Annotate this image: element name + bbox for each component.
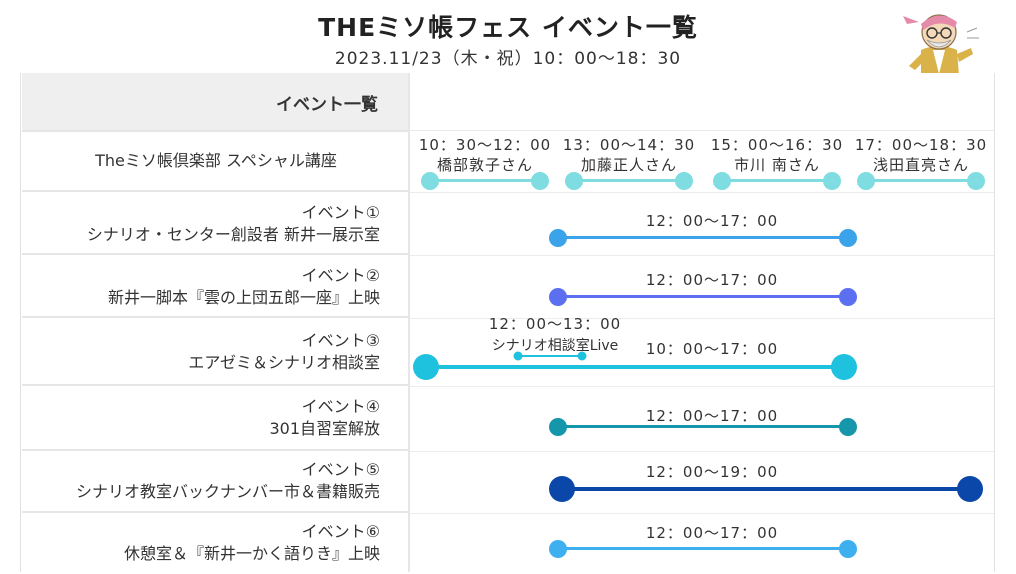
event-bar xyxy=(558,547,848,550)
event-name: 新井一脚本『雲の上団五郎一座』上映 xyxy=(107,288,380,307)
event-label-column: イベント一覧 Theミソ帳倶楽部 スペシャル講座 イベント① シナリオ・センター… xyxy=(22,73,410,574)
row-divider xyxy=(410,255,994,256)
event-start-dot xyxy=(413,354,439,380)
sub-session-start-dot xyxy=(513,351,523,361)
event-end-dot xyxy=(839,287,857,306)
table-header-label: イベント一覧 xyxy=(276,95,378,115)
event-end-dot xyxy=(831,354,857,380)
event-time: 12：00〜17：00 xyxy=(645,271,779,289)
event-name: シナリオ・センター創設者 新井一展示室 xyxy=(86,225,380,244)
session-start-dot xyxy=(713,171,731,190)
event-bar xyxy=(426,365,844,369)
event-number: イベント④ xyxy=(301,397,380,416)
session-speaker: 橋部敦子さん xyxy=(436,156,534,174)
event-number: イベント⑥ xyxy=(301,522,380,541)
session-start-dot xyxy=(421,171,439,190)
event-row-label: イベント② 新井一脚本『雲の上団五郎一座』上映 xyxy=(22,253,410,318)
event-start-dot xyxy=(549,417,567,436)
event-bar xyxy=(558,295,848,298)
event-number: イベント③ xyxy=(301,331,380,350)
session-bar xyxy=(574,179,684,182)
event-number: イベント⑤ xyxy=(301,460,380,479)
session-speaker: 加藤正人さん xyxy=(580,156,678,174)
event-start-dot xyxy=(549,287,567,306)
event-end-dot xyxy=(957,476,983,502)
sub-session-time: 12：00〜13：00 xyxy=(488,315,622,333)
event-time: 12：00〜17：00 xyxy=(645,407,779,425)
event-start-dot xyxy=(549,539,567,558)
special-lecture-label: Theミソ帳倶楽部 スペシャル講座 xyxy=(95,151,337,170)
session-end-dot xyxy=(823,171,841,190)
session-time: 13：00〜14：30 xyxy=(562,136,696,154)
row-divider xyxy=(410,451,994,452)
sub-session-label: シナリオ相談室Live xyxy=(491,338,619,354)
event-time: 12：00〜17：00 xyxy=(645,524,779,542)
column-divider xyxy=(408,73,410,572)
event-bar xyxy=(558,425,848,428)
event-row-label: イベント③ エアゼミ＆シナリオ相談室 xyxy=(22,316,410,386)
session-time: 10：30〜12：00 xyxy=(418,136,552,154)
session-start-dot xyxy=(565,171,583,190)
event-time: 12：00〜17：00 xyxy=(645,212,779,230)
session-start-dot xyxy=(857,171,875,190)
session-bar xyxy=(722,179,832,182)
event-bar xyxy=(562,487,970,491)
session-end-dot xyxy=(675,171,693,190)
session-end-dot xyxy=(531,171,549,190)
session-speaker: 浅田直亮さん xyxy=(872,156,970,174)
session-bar xyxy=(430,179,540,182)
event-number: イベント① xyxy=(301,203,380,222)
event-time: 10：00〜17：00 xyxy=(645,340,779,358)
session-bar xyxy=(866,179,976,182)
session-time: 15：00〜16：30 xyxy=(710,136,844,154)
table-header-cell: イベント一覧 xyxy=(22,73,410,130)
special-lecture-row-label: Theミソ帳倶楽部 スペシャル講座 xyxy=(22,130,410,192)
sub-session-bar xyxy=(518,355,582,357)
event-start-dot xyxy=(549,228,567,247)
event-end-dot xyxy=(839,539,857,558)
event-name: 301自習室解放 xyxy=(269,419,380,438)
event-bar xyxy=(558,236,848,239)
session-end-dot xyxy=(967,171,985,190)
session-speaker: 市川 南さん xyxy=(734,156,820,174)
event-row-label: イベント⑤ シナリオ教室バックナンバー市＆書籍販売 xyxy=(22,449,410,513)
row-divider xyxy=(410,386,994,387)
event-name: シナリオ教室バックナンバー市＆書籍販売 xyxy=(75,482,380,501)
event-time: 12：00〜19：00 xyxy=(645,463,779,481)
sub-session-end-dot xyxy=(577,351,587,361)
event-end-dot xyxy=(839,417,857,436)
event-end-dot xyxy=(839,228,857,247)
row-divider xyxy=(410,192,994,193)
event-row-label: イベント① シナリオ・センター創設者 新井一展示室 xyxy=(22,190,410,255)
session-time: 17：00〜18：30 xyxy=(854,136,988,154)
event-name: エアゼミ＆シナリオ相談室 xyxy=(188,353,380,372)
event-start-dot xyxy=(549,476,575,502)
page-title: THEミソ帳フェス イベント一覧 xyxy=(318,13,698,42)
page-subtitle: 2023.11/23（木・祝）10：00〜18：30 xyxy=(334,49,682,69)
event-row-label: イベント④ 301自習室解放 xyxy=(22,384,410,451)
event-row-label: イベント⑥ 休憩室＆『新井一かく語りき』上映 xyxy=(22,511,410,574)
timeline-header xyxy=(410,73,994,131)
row-divider xyxy=(410,318,994,319)
event-number: イベント② xyxy=(301,266,380,285)
row-divider xyxy=(410,513,994,514)
event-name: 休憩室＆『新井一かく語りき』上映 xyxy=(123,544,380,563)
